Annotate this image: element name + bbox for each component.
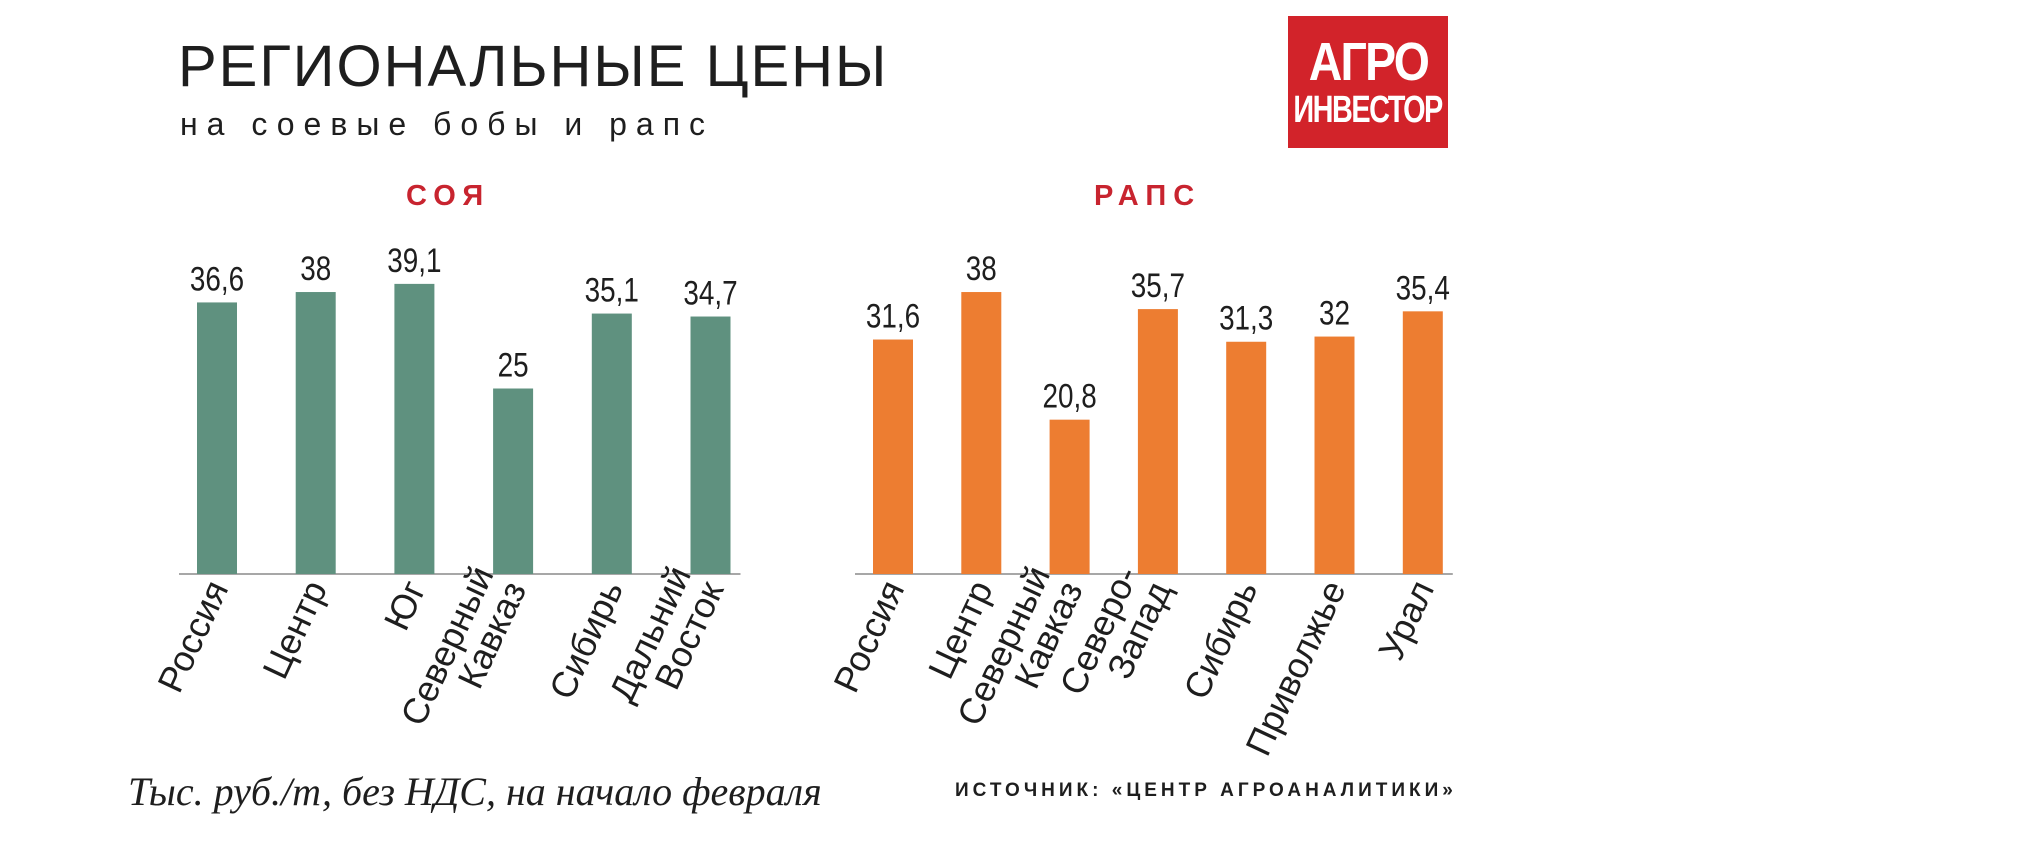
rapeseed-value-label: 32: [1319, 294, 1350, 332]
rapeseed-category-label: Урал: [1370, 574, 1442, 666]
rapeseed-bar: [873, 339, 913, 574]
soy-bar: [295, 292, 336, 574]
rapeseed-bar: [1314, 336, 1355, 574]
soy-category-label: Центр: [254, 574, 335, 685]
source-note: ИСТОЧНИК: «ЦЕНТР АГРОАНАЛИТИКИ»: [955, 780, 1457, 801]
agroinvestor-logo: АГРО ИНВЕСТОР: [1288, 16, 1448, 148]
soy-value-label: 36,6: [190, 260, 244, 298]
soy-value-label: 38: [300, 249, 331, 287]
rapeseed-value-label: 20,8: [1042, 377, 1096, 415]
logo-line-2: ИНВЕСТОР: [1293, 89, 1444, 131]
rapeseed-value-label: 31,6: [866, 297, 920, 335]
rapeseed-value-label: 35,7: [1131, 266, 1185, 304]
units-note: Тыс. руб./т, без НДС, на начало февраля: [128, 769, 822, 814]
chart-title: РЕГИОНАЛЬНЫЕ ЦЕНЫ: [178, 34, 889, 99]
logo-line-1: АГРО: [1308, 32, 1429, 92]
soy-value-label: 39,1: [387, 241, 441, 279]
soy-category-label: Юг: [376, 574, 434, 636]
rapeseed-bar: [1402, 311, 1443, 574]
soy-bar: [591, 313, 632, 574]
rapeseed-value-label: 38: [966, 249, 997, 287]
soy-bar: [493, 388, 534, 574]
chart-subtitle: на соевые бобы и рапс: [180, 106, 715, 142]
rapeseed-value-label: 35,4: [1396, 269, 1450, 307]
rapeseed-bar: [1137, 309, 1178, 574]
soy-bar: [197, 302, 237, 574]
soy-bar: [690, 316, 731, 574]
soy-category-label: Россия: [149, 574, 236, 698]
rapeseed-category-label: Россия: [825, 574, 912, 698]
rapeseed-bar: [1226, 341, 1267, 574]
soy-value-label: 25: [498, 346, 529, 384]
soy-value-label: 34,7: [683, 274, 737, 312]
rapeseed-value-label: 31,3: [1219, 299, 1273, 337]
soy-category-label: ДальнийВосток: [601, 559, 732, 723]
rapeseed-panel-title: РАПС: [1094, 180, 1202, 212]
soy-bar: [394, 283, 435, 574]
soy-value-label: 35,1: [585, 271, 639, 309]
rapeseed-bar: [1049, 419, 1090, 574]
rapeseed-bar: [961, 292, 1002, 574]
soy-panel-title: СОЯ: [406, 180, 491, 212]
rapeseed-category-label: Сибирь: [1175, 574, 1265, 705]
